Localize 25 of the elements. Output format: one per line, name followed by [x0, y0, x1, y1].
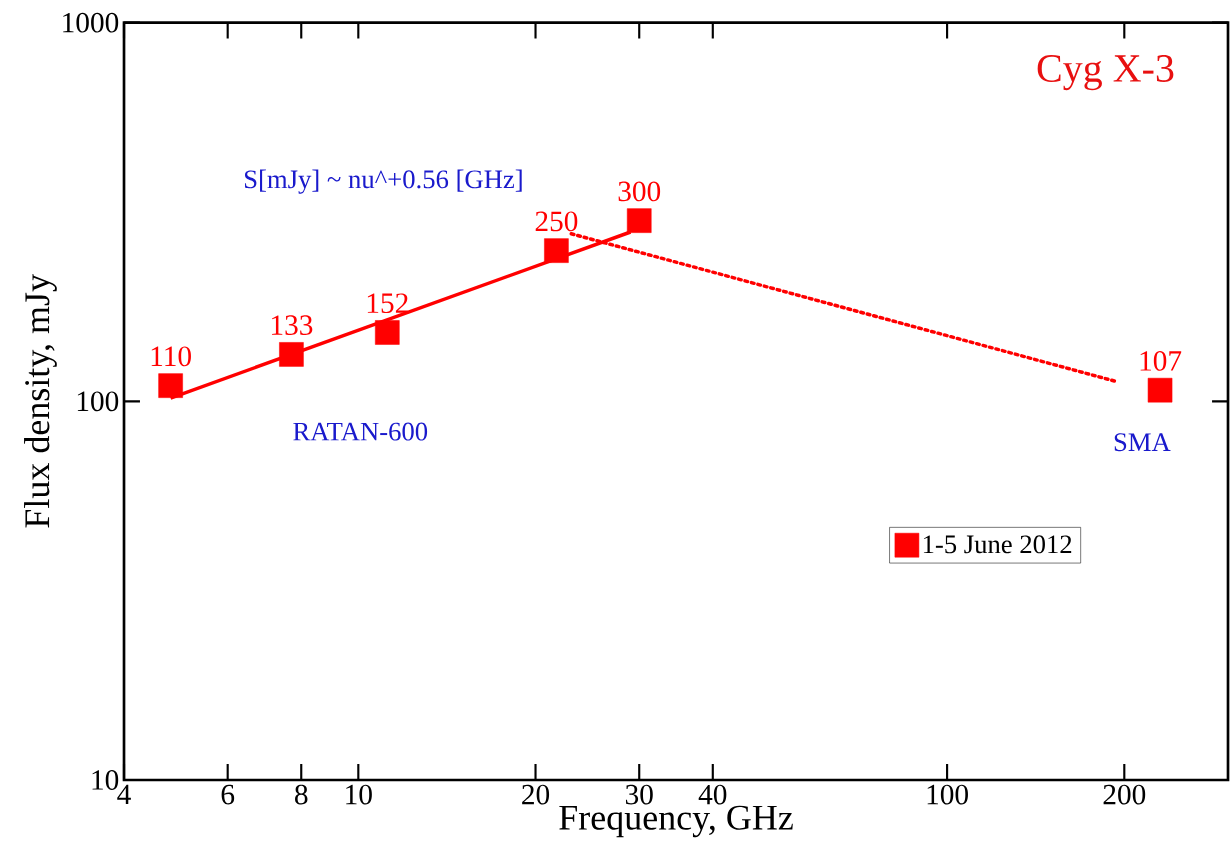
- y-axis-title: Flux density, mJy: [24, 274, 57, 528]
- x-tick-label: 6: [221, 784, 235, 805]
- data-label: 133: [271, 315, 313, 336]
- y-tick-label: 100: [77, 391, 119, 412]
- x-tick-label: 40: [698, 784, 727, 805]
- text: Cyg X-3: [1037, 55, 1174, 91]
- x-tick-label: 100: [927, 784, 968, 805]
- x-tick-label: 10: [346, 784, 372, 805]
- x-tick-label: 4: [117, 784, 131, 804]
- annotation: S[mJy] ~ nu^+0.56 [GHz]: [244, 169, 522, 194]
- data-label: 250: [535, 211, 578, 232]
- annotation: SMA: [1114, 433, 1171, 452]
- x-tick-label: 30: [625, 784, 653, 805]
- data-label: 107: [1140, 351, 1182, 371]
- x-axis-title: Frequency, GHz: [559, 805, 793, 838]
- legend-label: 1-5 June 2012: [923, 535, 1072, 554]
- x-tick-label: 8: [295, 784, 308, 805]
- y-tick-label: 1000: [63, 12, 119, 33]
- data-label: 152: [367, 293, 408, 314]
- data-label: 300: [618, 181, 661, 202]
- y-tick-label: 10: [92, 770, 119, 790]
- data-label: 110: [151, 346, 191, 367]
- x-tick-label: 200: [1103, 784, 1146, 805]
- x-tick-label: 20: [522, 784, 550, 805]
- annotation: RATAN-600: [293, 422, 428, 441]
